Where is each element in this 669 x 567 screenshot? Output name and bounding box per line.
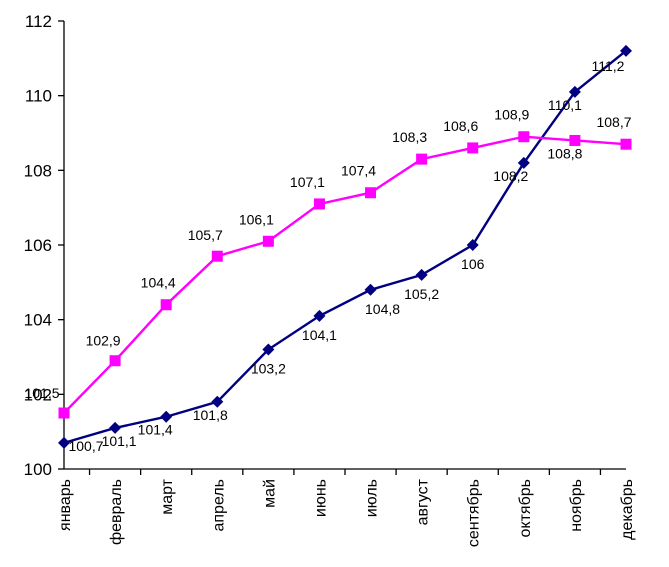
series-1-label-4: 106,1: [239, 211, 274, 227]
x-tick-label-9: октябрь: [517, 479, 534, 537]
series-0-point-11: [620, 44, 632, 57]
x-category-11: декабрь: [619, 479, 636, 540]
series-1-point-2: [160, 299, 172, 311]
x-tick-label-10: ноябрь: [568, 479, 585, 532]
series-1-line: [63, 135, 627, 414]
series-1-label-8: 108,6: [443, 118, 478, 134]
x-tick-label-7: август: [415, 478, 432, 525]
series-1-label-3: 105,7: [188, 227, 223, 243]
y-tick-label-1: 102: [24, 385, 52, 404]
series-1-point-6: [365, 187, 377, 199]
series-1-point-0: [58, 407, 70, 419]
series-0-point-5: [313, 309, 326, 322]
series-0-label-10: 110,1: [548, 97, 582, 113]
series-0-point-4: [262, 343, 275, 356]
x-category-1: февраль: [108, 479, 125, 545]
y-tick-label-3: 106: [24, 236, 52, 255]
series-0-point-3: [211, 395, 224, 408]
x-category-4: май: [261, 479, 278, 508]
series-1-point-4: [262, 235, 274, 247]
series-1-label-6: 107,4: [341, 163, 376, 179]
x-category-6: июль: [364, 479, 381, 517]
series-0-label-7: 105,2: [404, 286, 439, 302]
series-0: [58, 44, 632, 449]
series-0-point-2: [160, 410, 173, 423]
series-1-label-10: 108,8: [547, 145, 582, 161]
series-1-point-3: [211, 250, 223, 262]
x-tick-label-8: сентябрь: [466, 479, 483, 547]
series-0-label-8: 106: [461, 256, 485, 272]
series-1-point-8: [467, 142, 479, 154]
x-tick-label-11: декабрь: [619, 479, 636, 540]
series-0-label-1: 101,1: [102, 433, 137, 449]
x-tick-label-5: июнь: [312, 479, 329, 517]
series-0-point-7: [415, 268, 428, 281]
series-1-label-7: 108,3: [392, 129, 427, 145]
series-1-point-5: [313, 198, 325, 210]
series-layer: [58, 44, 632, 449]
series-0-label-9: 108,2: [493, 168, 528, 184]
x-category-8: сентябрь: [466, 479, 483, 547]
x-category-0: январь: [57, 479, 74, 531]
series-1-label-5: 107,1: [290, 174, 325, 190]
series-0-label-6: 104,8: [365, 301, 400, 317]
series-0-point-1: [109, 421, 122, 434]
series-0-label-0: 100,7: [68, 438, 103, 454]
series-1-point-11: [620, 138, 632, 150]
series-1-point-1: [109, 355, 121, 367]
axes: 100 102 104 106 108 110 112 январь февраль март ап…: [24, 12, 636, 547]
y-tick-label-6: 112: [25, 12, 52, 31]
series-1: [58, 131, 632, 419]
series-1-label-9: 108,9: [494, 107, 529, 123]
x-tick-label-0: январь: [57, 479, 74, 531]
x-category-7: август: [415, 478, 432, 525]
series-0-line: [63, 49, 627, 445]
series-0-label-2: 101,4: [138, 422, 173, 438]
series-1-label-11: 108,7: [596, 114, 631, 130]
x-category-9: октябрь: [517, 479, 534, 537]
y-tick-label-4: 108: [24, 161, 52, 180]
series-0-label-4: 103,2: [251, 361, 286, 377]
x-tick-label-3: апрель: [210, 479, 227, 532]
series-0-point-9: [517, 156, 530, 169]
series-0-point-0: [58, 436, 70, 449]
series-0-label-11: 111,2: [592, 58, 625, 74]
x-tick-label-6: июль: [364, 479, 381, 517]
y-tick-label-0: 100: [24, 460, 52, 479]
x-tick-label-2: март: [159, 478, 176, 514]
series-1-label-2: 104,4: [141, 275, 176, 291]
series-1-point-9: [518, 131, 530, 143]
series-1-label-1: 102,9: [86, 333, 121, 349]
series-1-point-10: [569, 134, 581, 146]
series-0-point-8: [466, 239, 479, 251]
x-category-2: март: [159, 478, 176, 514]
series-0-point-6: [364, 283, 377, 296]
y-tick-label-2: 104: [24, 311, 52, 330]
series-0-point-10: [568, 85, 581, 98]
x-tick-label-1: февраль: [108, 479, 125, 545]
series-1-label-0: 101,5: [24, 385, 59, 401]
x-category-5: июнь: [312, 479, 329, 517]
series-1-point-7: [416, 153, 428, 165]
x-category-3: апрель: [210, 479, 227, 532]
x-category-10: ноябрь: [568, 479, 585, 532]
y-tick-label-5: 110: [25, 87, 52, 106]
x-tick-label-4: май: [261, 479, 278, 508]
series-0-label-5: 104,1: [302, 327, 337, 343]
series-0-label-3: 101,8: [193, 407, 228, 423]
